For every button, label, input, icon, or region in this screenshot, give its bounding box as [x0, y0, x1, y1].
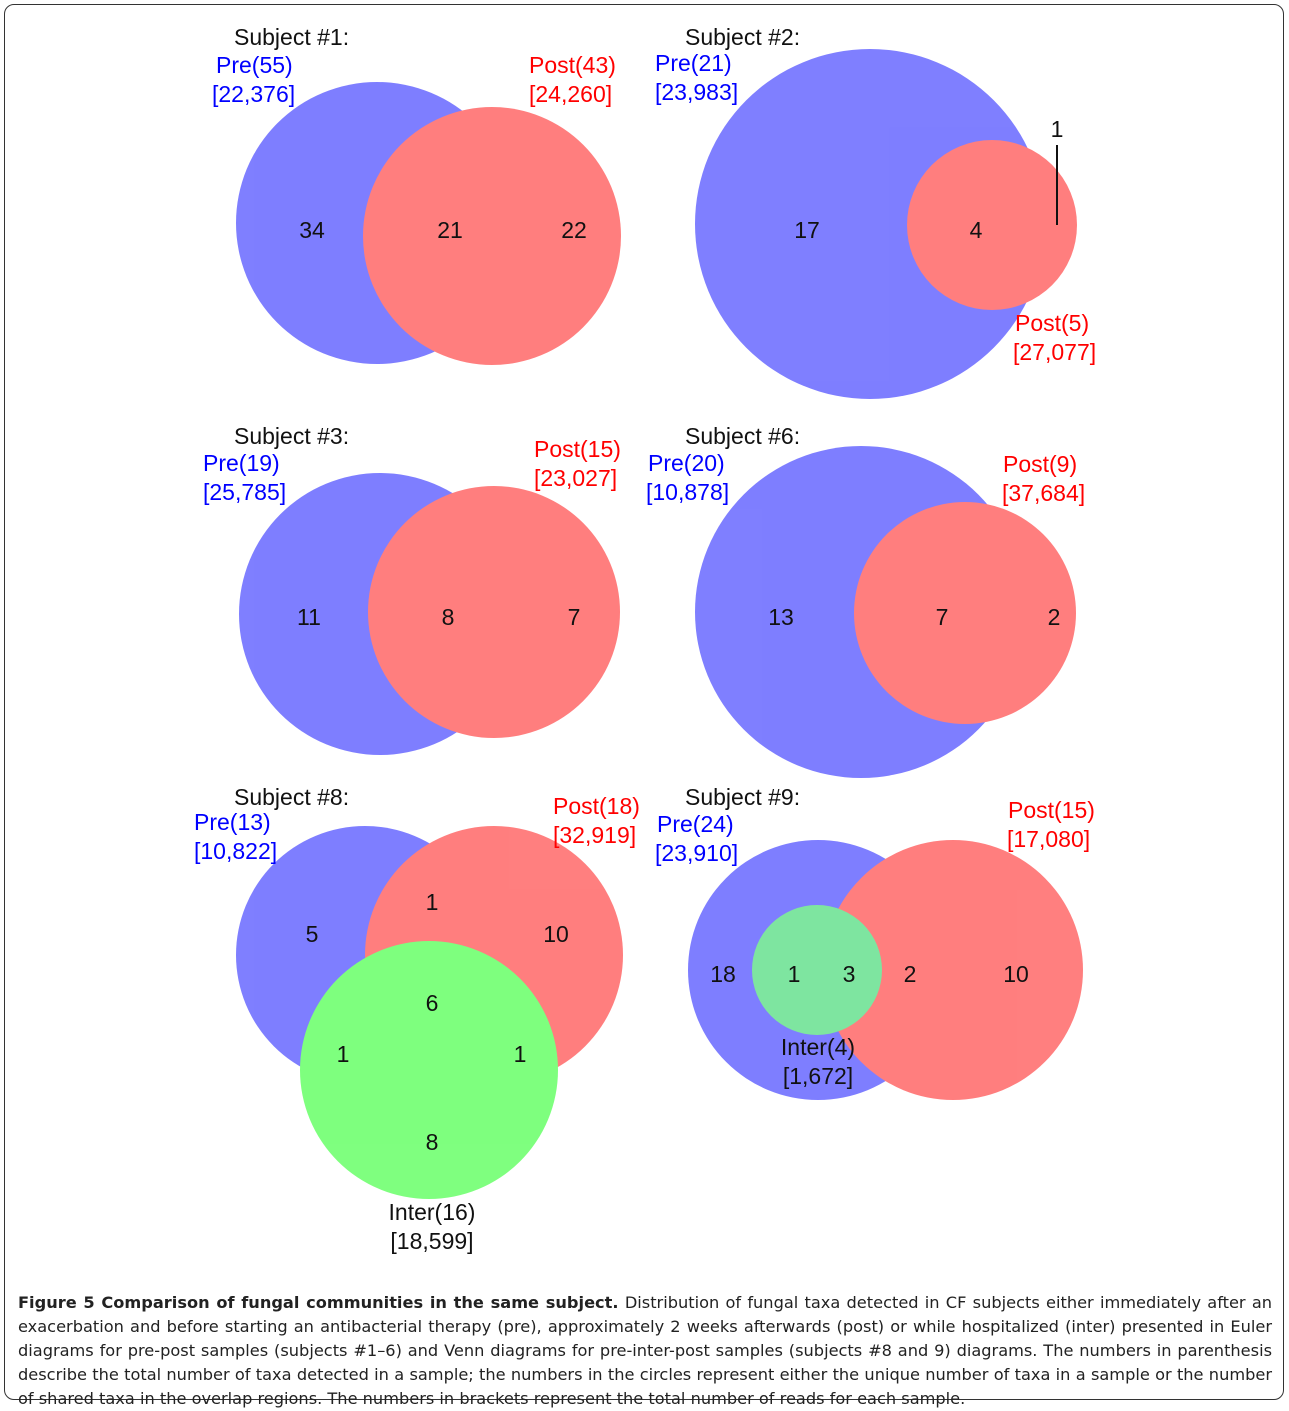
- s1-post-only-count: 22: [561, 217, 587, 243]
- figure-caption: Figure 5 Comparison of fungal communitie…: [18, 1291, 1272, 1411]
- s3-pre-reads: [25,785]: [203, 479, 286, 505]
- s9-post-circle: [823, 840, 1083, 1100]
- s6-pre-reads: [10,878]: [646, 479, 729, 505]
- s8-pre-label: Pre(13): [194, 809, 271, 835]
- s8-inter-reads: [18,599]: [390, 1228, 473, 1254]
- s9-pre-post-count: 2: [904, 961, 917, 987]
- s8-title: Subject #8:: [234, 784, 349, 810]
- s1-title: Subject #1:: [234, 24, 349, 50]
- s8-post-reads: [32,919]: [553, 822, 636, 848]
- s1-post-circle: [363, 107, 621, 365]
- caption-title: Figure 5 Comparison of fungal communitie…: [18, 1293, 619, 1312]
- s6-post-only-count: 2: [1048, 604, 1061, 630]
- s2-pre-reads: [23,983]: [655, 79, 738, 105]
- s8-inter-only-count: 8: [426, 1129, 439, 1155]
- s8-pre-reads: [10,822]: [194, 838, 277, 864]
- s3-post-reads: [23,027]: [534, 465, 617, 491]
- s3-post-label: Post(15): [534, 436, 621, 462]
- s9-post-only-count: 10: [1003, 961, 1029, 987]
- s8-pre-inter-count: 1: [337, 1041, 350, 1067]
- s9-pre-only-count: 18: [710, 961, 736, 987]
- s8-inter-label: Inter(16): [389, 1199, 476, 1225]
- s3-post-only-count: 7: [568, 604, 581, 630]
- s2-pre-label: Pre(21): [655, 50, 732, 76]
- s8-all-count: 6: [426, 990, 439, 1016]
- s8-post-only-count: 10: [543, 921, 569, 947]
- s1-post-reads: [24,260]: [529, 81, 612, 107]
- s3-pre-label: Pre(19): [203, 450, 280, 476]
- s6-pre-label: Pre(20): [648, 450, 725, 476]
- s1-shared-count: 21: [437, 217, 463, 243]
- s3-post-circle: [368, 486, 620, 738]
- s9-title: Subject #9:: [685, 784, 800, 810]
- s3-shared-count: 8: [442, 604, 455, 630]
- venn-figure: Subject #1: Pre(55) [22,376] Post(43) [2…: [194, 24, 1096, 1254]
- s2-post-label: Post(5): [1015, 310, 1089, 336]
- s1-pre-reads: [22,376]: [212, 81, 295, 107]
- s1-pre-only-count: 34: [299, 217, 325, 243]
- s8-post-inter-count: 1: [514, 1041, 527, 1067]
- s6-shared-count: 7: [936, 604, 949, 630]
- s9-inter-reads: [1,672]: [783, 1063, 853, 1089]
- s9-post-reads: [17,080]: [1007, 826, 1090, 852]
- s9-pre-label: Pre(24): [657, 811, 734, 837]
- caption-text: Distribution of fungal taxa detected in …: [18, 1293, 1273, 1408]
- s8-pre-only-count: 5: [306, 921, 319, 947]
- s6-post-reads: [37,684]: [1002, 480, 1085, 506]
- s6-pre-only-count: 13: [768, 604, 794, 630]
- s3-title: Subject #3:: [234, 423, 349, 449]
- s8-inter-circle: [300, 941, 558, 1199]
- s2-shared-count: 4: [970, 217, 983, 243]
- s6-post-circle: [854, 502, 1076, 724]
- s8-pre-post-count: 1: [426, 889, 439, 915]
- s9-inter-label: Inter(4): [781, 1034, 855, 1060]
- s6-post-label: Post(9): [1003, 451, 1077, 477]
- s2-post-only-count: 1: [1051, 116, 1064, 142]
- s2-post-circle: [907, 140, 1077, 310]
- s2-title: Subject #2:: [685, 24, 800, 50]
- s1-post-label: Post(43): [529, 52, 616, 78]
- s2-pre-circle: [695, 49, 1045, 399]
- s9-post-label: Post(15): [1008, 797, 1095, 823]
- s2-post-reads: [27,077]: [1013, 339, 1096, 365]
- s9-pre-reads: [23,910]: [655, 840, 738, 866]
- s9-inter-circle: [752, 905, 882, 1035]
- s3-pre-only-count: 11: [297, 604, 321, 630]
- s2-pre-only-count: 17: [794, 217, 820, 243]
- figure-frame: [4, 4, 1284, 1400]
- s9-pre-inter-count: 1: [788, 961, 801, 987]
- s6-title: Subject #6:: [685, 423, 800, 449]
- s1-pre-label: Pre(55): [216, 52, 293, 78]
- s8-post-label: Post(18): [553, 793, 640, 819]
- s9-all-count: 3: [843, 961, 856, 987]
